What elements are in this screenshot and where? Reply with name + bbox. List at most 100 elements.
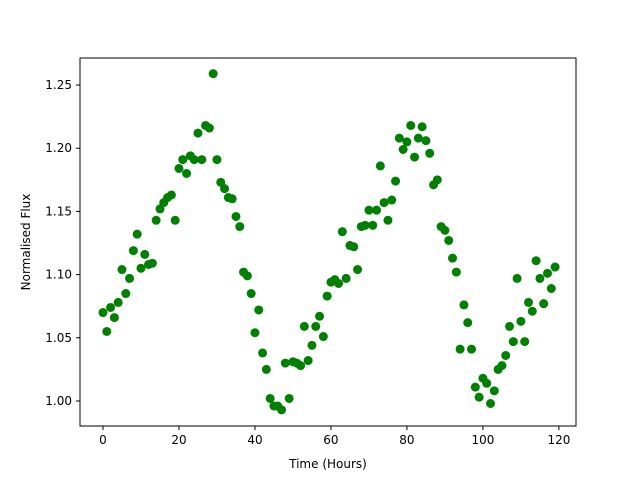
y-tick-label: 1.00 xyxy=(45,394,72,408)
point xyxy=(531,256,541,266)
point xyxy=(349,242,359,252)
point xyxy=(421,136,431,146)
point xyxy=(182,169,192,179)
point xyxy=(254,305,264,315)
y-tick-label: 1.15 xyxy=(45,204,72,218)
point xyxy=(444,235,454,245)
point xyxy=(463,318,473,328)
point xyxy=(546,284,556,294)
point xyxy=(318,332,328,342)
point xyxy=(166,190,176,200)
y-tick-label: 1.20 xyxy=(45,141,72,155)
point xyxy=(125,273,135,283)
x-tick-label: 120 xyxy=(547,433,570,447)
point xyxy=(459,300,469,310)
point xyxy=(174,163,184,173)
point xyxy=(280,358,290,368)
point xyxy=(535,273,545,283)
y-tick-label: 1.25 xyxy=(45,78,72,92)
point xyxy=(470,382,480,392)
point xyxy=(315,311,325,321)
point xyxy=(204,123,214,133)
point xyxy=(337,227,347,237)
point xyxy=(220,184,230,194)
x-tick-label: 40 xyxy=(247,433,262,447)
point xyxy=(193,128,203,138)
point xyxy=(486,399,496,409)
point xyxy=(140,249,150,259)
point xyxy=(417,122,427,132)
point xyxy=(311,321,321,331)
y-axis-label: Normalised Flux xyxy=(19,194,33,291)
point xyxy=(402,137,412,147)
point xyxy=(440,225,450,235)
point xyxy=(147,258,157,268)
point xyxy=(474,392,484,402)
point xyxy=(106,302,116,312)
point xyxy=(353,265,363,275)
point xyxy=(334,278,344,288)
point xyxy=(246,289,256,299)
point xyxy=(501,350,511,360)
point xyxy=(208,69,218,79)
point xyxy=(448,253,458,263)
point xyxy=(341,273,351,283)
point xyxy=(425,148,435,158)
point xyxy=(265,393,275,403)
point xyxy=(307,340,317,350)
point xyxy=(413,133,423,143)
x-tick-label: 60 xyxy=(323,433,338,447)
point xyxy=(455,344,465,354)
point xyxy=(432,175,442,185)
point xyxy=(505,321,515,331)
point xyxy=(261,364,271,374)
y-tick-label: 1.05 xyxy=(45,331,72,345)
point xyxy=(410,152,420,162)
point xyxy=(489,386,499,396)
point xyxy=(212,155,222,165)
x-axis-label: Time (Hours) xyxy=(288,457,367,471)
point xyxy=(170,215,180,225)
point xyxy=(235,222,245,232)
point xyxy=(451,267,461,277)
point xyxy=(516,316,526,326)
point xyxy=(113,297,123,307)
point xyxy=(497,361,507,371)
x-tick-label: 20 xyxy=(171,433,186,447)
point xyxy=(284,393,294,403)
point xyxy=(322,291,332,301)
point xyxy=(550,262,560,272)
point xyxy=(372,205,382,215)
x-tick-label: 80 xyxy=(399,433,414,447)
point xyxy=(524,297,534,307)
point xyxy=(109,313,119,323)
point xyxy=(189,155,199,165)
point xyxy=(520,337,530,347)
point xyxy=(368,220,378,230)
point xyxy=(258,348,268,358)
x-tick-label: 100 xyxy=(471,433,494,447)
point xyxy=(394,133,404,143)
point xyxy=(539,299,549,309)
point xyxy=(391,176,401,186)
point xyxy=(117,265,127,275)
point xyxy=(543,268,553,278)
point xyxy=(508,337,518,347)
point xyxy=(277,405,287,415)
point xyxy=(128,246,138,256)
plot-frame xyxy=(79,57,577,427)
point xyxy=(398,144,408,154)
point xyxy=(299,321,309,331)
point xyxy=(296,361,306,371)
point xyxy=(178,155,188,165)
point xyxy=(227,194,237,204)
point xyxy=(379,198,389,208)
point xyxy=(482,378,492,388)
point xyxy=(197,155,207,165)
point xyxy=(467,344,477,354)
point xyxy=(250,328,260,338)
point xyxy=(360,220,370,230)
x-tick-label: 0 xyxy=(99,433,107,447)
point xyxy=(151,215,161,225)
point xyxy=(406,120,416,130)
